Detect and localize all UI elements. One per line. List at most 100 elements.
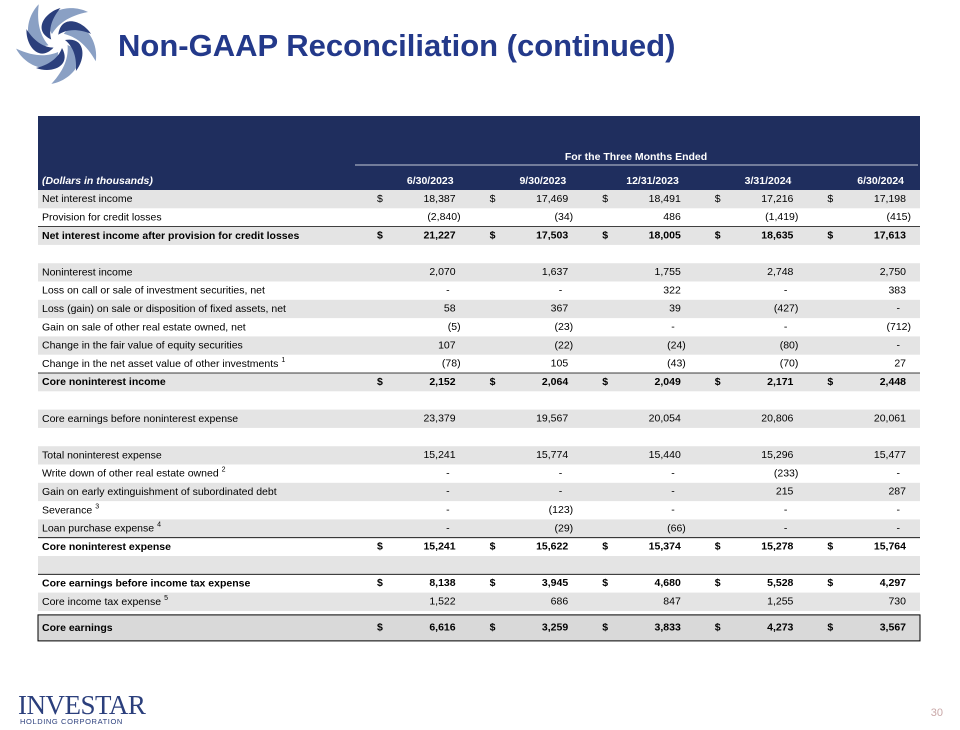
cell: - xyxy=(446,284,450,296)
cell: (427) xyxy=(774,303,799,315)
currency-sign: $ xyxy=(490,622,496,634)
cell: 847 xyxy=(663,596,681,608)
row-label-text: Core income tax expense xyxy=(42,596,161,608)
row-label: Loss (gain) on sale or disposition of fi… xyxy=(42,303,286,315)
cell: 15,764 xyxy=(874,541,906,553)
cell: 18,005 xyxy=(649,230,681,242)
footnote-ref: 5 xyxy=(164,595,168,602)
row-label-text: Loss (gain) on sale or disposition of fi… xyxy=(42,303,286,315)
currency-sign: $ xyxy=(490,541,496,553)
cell: 2,049 xyxy=(655,376,681,388)
cell: (66) xyxy=(667,522,686,534)
cell: 105 xyxy=(551,358,569,370)
cell: - xyxy=(671,467,675,479)
cell: (43) xyxy=(667,358,686,370)
column-header: 12/31/2023 xyxy=(626,175,679,187)
cell: - xyxy=(897,303,901,315)
row-label: Provision for credit losses xyxy=(42,211,162,223)
cell: 383 xyxy=(888,284,906,296)
row-label-text: Noninterest income xyxy=(42,266,133,278)
cell: 107 xyxy=(438,339,456,351)
footnote-ref: 4 xyxy=(157,521,161,528)
row-label: Write down of other real estate owned 2 xyxy=(42,466,226,479)
cell: 27 xyxy=(894,358,906,370)
row-label: Loss on call or sale of investment secur… xyxy=(42,284,265,296)
cell: - xyxy=(446,486,450,498)
cell: - xyxy=(784,321,788,333)
row-label: Core earnings before income tax expense xyxy=(42,577,250,589)
cell: 3,259 xyxy=(542,622,568,634)
row-label: Core noninterest income xyxy=(42,376,166,388)
period-label: For the Three Months Ended xyxy=(565,151,707,163)
cell: 2,448 xyxy=(880,376,906,388)
row-shade xyxy=(38,446,920,465)
cell: 15,774 xyxy=(536,449,568,461)
cell: (70) xyxy=(780,358,799,370)
currency-sign: $ xyxy=(715,193,721,205)
row-shade xyxy=(38,373,920,392)
cell: - xyxy=(897,504,901,516)
cell: 20,054 xyxy=(649,413,681,425)
row-label: Core earnings xyxy=(42,622,113,634)
cell: 15,374 xyxy=(649,541,681,553)
cell: 4,297 xyxy=(880,577,906,589)
cell: (415) xyxy=(886,211,911,223)
cell: 6,616 xyxy=(429,622,455,634)
cell: 1,637 xyxy=(542,266,568,278)
cell: - xyxy=(897,522,901,534)
row-shade xyxy=(38,556,920,575)
row-label: Core earnings before noninterest expense xyxy=(42,413,238,425)
cell: 2,064 xyxy=(542,376,568,388)
currency-sign: $ xyxy=(377,193,383,205)
cell: 287 xyxy=(888,486,906,498)
row-label: Noninterest income xyxy=(42,266,133,278)
cell: - xyxy=(559,467,563,479)
cell: - xyxy=(671,321,675,333)
cell: 1,522 xyxy=(429,596,455,608)
table-header-bg xyxy=(38,116,920,191)
currency-sign: $ xyxy=(715,577,721,589)
cell: - xyxy=(559,486,563,498)
cell: 215 xyxy=(776,486,794,498)
currency-sign: $ xyxy=(377,577,383,589)
row-label-text: Change in the net asset value of other i… xyxy=(42,358,278,370)
cell: 686 xyxy=(551,596,569,608)
logo-icon xyxy=(16,4,97,84)
cell: - xyxy=(559,284,563,296)
row-label-text: Core earnings xyxy=(42,622,113,634)
cell: 2,748 xyxy=(767,266,793,278)
cell: 19,567 xyxy=(536,413,568,425)
column-header: 3/31/2024 xyxy=(745,175,792,187)
row-label-text: Core noninterest expense xyxy=(42,541,171,553)
cell: 4,273 xyxy=(767,622,793,634)
cell: 367 xyxy=(551,303,569,315)
row-label-text: Loan purchase expense xyxy=(42,522,154,534)
cell: 18,491 xyxy=(649,193,681,205)
cell: 2,152 xyxy=(429,376,455,388)
row-label-text: Net interest income after provision for … xyxy=(42,230,299,242)
cell: - xyxy=(897,467,901,479)
column-header: 6/30/2023 xyxy=(407,175,454,187)
row-shade xyxy=(38,519,920,538)
footnote-ref: 1 xyxy=(281,357,285,364)
cell: 1,255 xyxy=(767,596,793,608)
currency-sign: $ xyxy=(602,577,608,589)
currency-sign: $ xyxy=(827,230,833,242)
row-shade xyxy=(38,226,920,245)
cell: 15,477 xyxy=(874,449,906,461)
row-label: Gain on sale of other real estate owned,… xyxy=(42,321,246,333)
cell: 15,622 xyxy=(536,541,568,553)
cell: (78) xyxy=(442,358,461,370)
currency-sign: $ xyxy=(602,376,608,388)
page-number: 30 xyxy=(931,707,943,719)
row-label-text: Provision for credit losses xyxy=(42,211,162,223)
cell: (1,419) xyxy=(765,211,798,223)
cell: - xyxy=(446,504,450,516)
currency-sign: $ xyxy=(602,193,608,205)
row-box xyxy=(37,614,921,642)
cell: 2,750 xyxy=(880,266,906,278)
cell: (23) xyxy=(555,321,574,333)
row-label-text: Gain on sale of other real estate owned,… xyxy=(42,321,246,333)
